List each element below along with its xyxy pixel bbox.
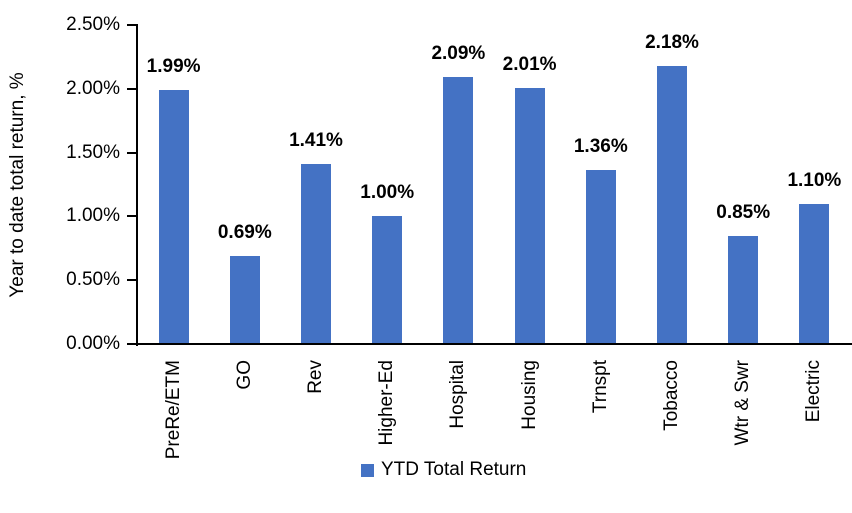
y-tick-label: 0.00% — [66, 333, 120, 354]
bar-value-label: 1.99% — [146, 56, 201, 78]
bar — [585, 170, 616, 344]
bar-value-label: 0.85% — [716, 201, 771, 223]
y-tick-label: 1.50% — [66, 141, 120, 163]
y-tick-mark — [127, 151, 138, 154]
y-tick-label: 0.50% — [66, 269, 120, 291]
bar — [799, 203, 830, 344]
x-category-label: Trnspt — [589, 360, 611, 414]
x-category-label: Rev — [305, 360, 326, 394]
y-tick-label: 1.00% — [66, 205, 120, 227]
bar-value-label: 1.00% — [360, 182, 415, 204]
bar — [514, 87, 545, 344]
y-tick-mark — [127, 343, 138, 345]
y-tick-label: 2.50% — [66, 14, 120, 35]
x-category-label: GO — [233, 360, 255, 390]
bar-value-label: 1.36% — [573, 136, 628, 158]
bar-value-label: 1.41% — [289, 130, 343, 152]
bar — [728, 235, 759, 344]
x-category-label: PreRe/ETM — [162, 360, 184, 460]
y-tick-mark — [127, 215, 138, 218]
bar-value-label: 0.69% — [217, 221, 272, 243]
bar — [301, 164, 331, 344]
x-category-label: Electric — [803, 360, 825, 423]
legend-label: YTD Total Return — [381, 459, 527, 480]
x-axis-line — [136, 343, 852, 345]
legend-swatch-icon — [361, 463, 374, 477]
bar-value-label: 2.01% — [502, 53, 557, 75]
bar — [158, 90, 189, 344]
bar-value-label: 2.18% — [645, 31, 699, 53]
x-category-label: Wtr & Swr — [732, 360, 754, 446]
bar-value-label: 2.09% — [431, 43, 486, 65]
y-tick-mark — [127, 279, 138, 282]
bar — [443, 77, 474, 344]
x-category-label: Tobacco — [661, 360, 682, 431]
y-axis-line — [136, 25, 138, 346]
y-axis-title: Year to date total return, % — [7, 72, 28, 298]
legend: YTD Total Return — [361, 459, 526, 481]
bar-value-label: 1.10% — [787, 169, 842, 191]
y-tick-mark — [127, 87, 138, 90]
y-tick-label: 2.00% — [66, 77, 120, 99]
bar — [372, 216, 403, 344]
bar — [657, 65, 687, 344]
y-tick-mark — [127, 24, 138, 26]
bar — [229, 255, 260, 344]
